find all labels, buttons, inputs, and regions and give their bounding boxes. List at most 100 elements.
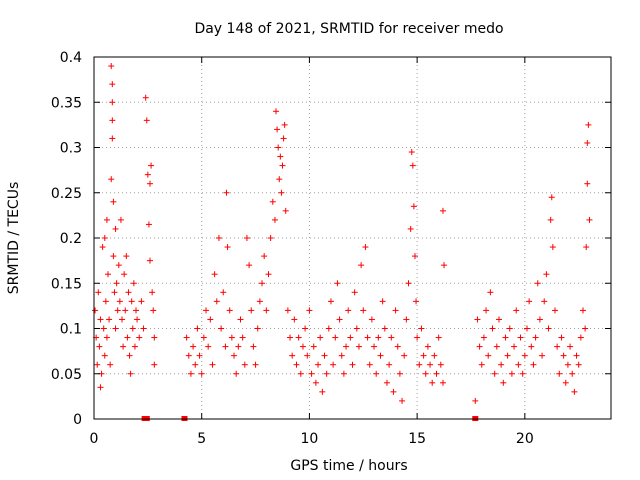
data-point: [573, 352, 580, 359]
data-point: [487, 289, 494, 296]
data-point: [112, 225, 119, 232]
data-point: [231, 352, 238, 359]
data-point: [312, 379, 319, 386]
data-point: [433, 370, 440, 377]
data-point: [115, 262, 122, 269]
data-point: [439, 207, 446, 214]
data-point: [108, 63, 115, 70]
data-point: [143, 117, 150, 124]
data-point: [371, 343, 378, 350]
data-point: [129, 325, 136, 332]
data-point: [187, 370, 194, 377]
data-point: [521, 352, 528, 359]
data-point: [295, 334, 302, 341]
data-point: [366, 361, 373, 368]
data-point: [109, 81, 116, 88]
data-point: [403, 316, 410, 323]
data-point: [209, 361, 216, 368]
data-point: [347, 334, 354, 341]
data-point: [472, 397, 479, 404]
data-point: [405, 280, 412, 287]
data-point: [121, 271, 128, 278]
data-point: [241, 361, 248, 368]
data-point: [130, 280, 137, 287]
data-point: [261, 253, 268, 260]
data-point: [560, 352, 567, 359]
data-point: [192, 361, 199, 368]
data-point: [96, 343, 103, 350]
data-point: [476, 343, 483, 350]
data-point: [536, 316, 543, 323]
data-point: [196, 352, 203, 359]
data-point: [495, 316, 502, 323]
data-point: [145, 221, 152, 228]
data-point: [358, 262, 365, 269]
data-point: [185, 352, 192, 359]
y-axis-ticks: 0 0.05 0.1 0.15 0.2 0.25 0.3 0.35 0.4: [51, 50, 611, 428]
y-tick-label: 0.3: [60, 141, 82, 157]
data-point: [319, 388, 326, 395]
x-tick-label: 5: [197, 431, 206, 447]
data-point: [246, 262, 253, 269]
y-tick-label: 0.35: [51, 95, 82, 111]
data-point: [416, 361, 423, 368]
data-point: [439, 379, 446, 386]
y-tick-label: 0.25: [51, 186, 82, 202]
data-point: [364, 334, 371, 341]
data-point: [276, 176, 283, 183]
data-point: [414, 334, 421, 341]
data-point: [142, 94, 149, 101]
data-point: [491, 370, 498, 377]
data-point: [304, 352, 311, 359]
data-point: [545, 325, 552, 332]
data-point: [277, 153, 284, 160]
data-point: [355, 343, 362, 350]
data-point: [101, 235, 108, 241]
data-point: [123, 253, 130, 260]
data-point: [95, 289, 102, 296]
data-point: [287, 334, 294, 341]
data-point: [194, 325, 201, 332]
data-point: [133, 307, 140, 314]
data-point: [228, 334, 235, 341]
data-point: [528, 343, 535, 350]
data-point: [506, 325, 513, 332]
data-point: [183, 334, 190, 341]
data-point: [108, 176, 115, 183]
data-point: [586, 216, 593, 223]
data-point: [109, 135, 116, 142]
data-point: [147, 257, 154, 264]
data-point: [94, 361, 101, 368]
data-point: [144, 171, 151, 178]
data-point: [131, 343, 138, 350]
data-point: [325, 325, 332, 332]
data-point: [107, 361, 114, 368]
data-point: [267, 235, 274, 241]
data-point: [551, 307, 558, 314]
data-point: [235, 343, 242, 350]
data-point: [410, 203, 417, 210]
data-point: [259, 280, 266, 287]
data-point: [502, 334, 509, 341]
data-point: [526, 298, 533, 305]
data-point: [128, 298, 135, 305]
data-point: [297, 370, 304, 377]
data-point: [381, 325, 388, 332]
data-point: [190, 343, 197, 350]
data-point: [420, 352, 427, 359]
y-tick-label: 0.4: [60, 50, 82, 66]
data-point: [280, 135, 287, 142]
data-point: [323, 370, 330, 377]
data-point: [575, 361, 582, 368]
x-tick-label: 20: [516, 431, 534, 447]
data-point: [284, 307, 291, 314]
data-point: [113, 280, 120, 287]
data-point: [275, 144, 282, 151]
data-point: [110, 253, 117, 260]
data-point: [149, 289, 156, 296]
data-point: [418, 325, 425, 332]
data-point: [547, 216, 554, 223]
data-point: [112, 325, 119, 332]
data-point: [105, 271, 112, 278]
data-point: [582, 325, 589, 332]
